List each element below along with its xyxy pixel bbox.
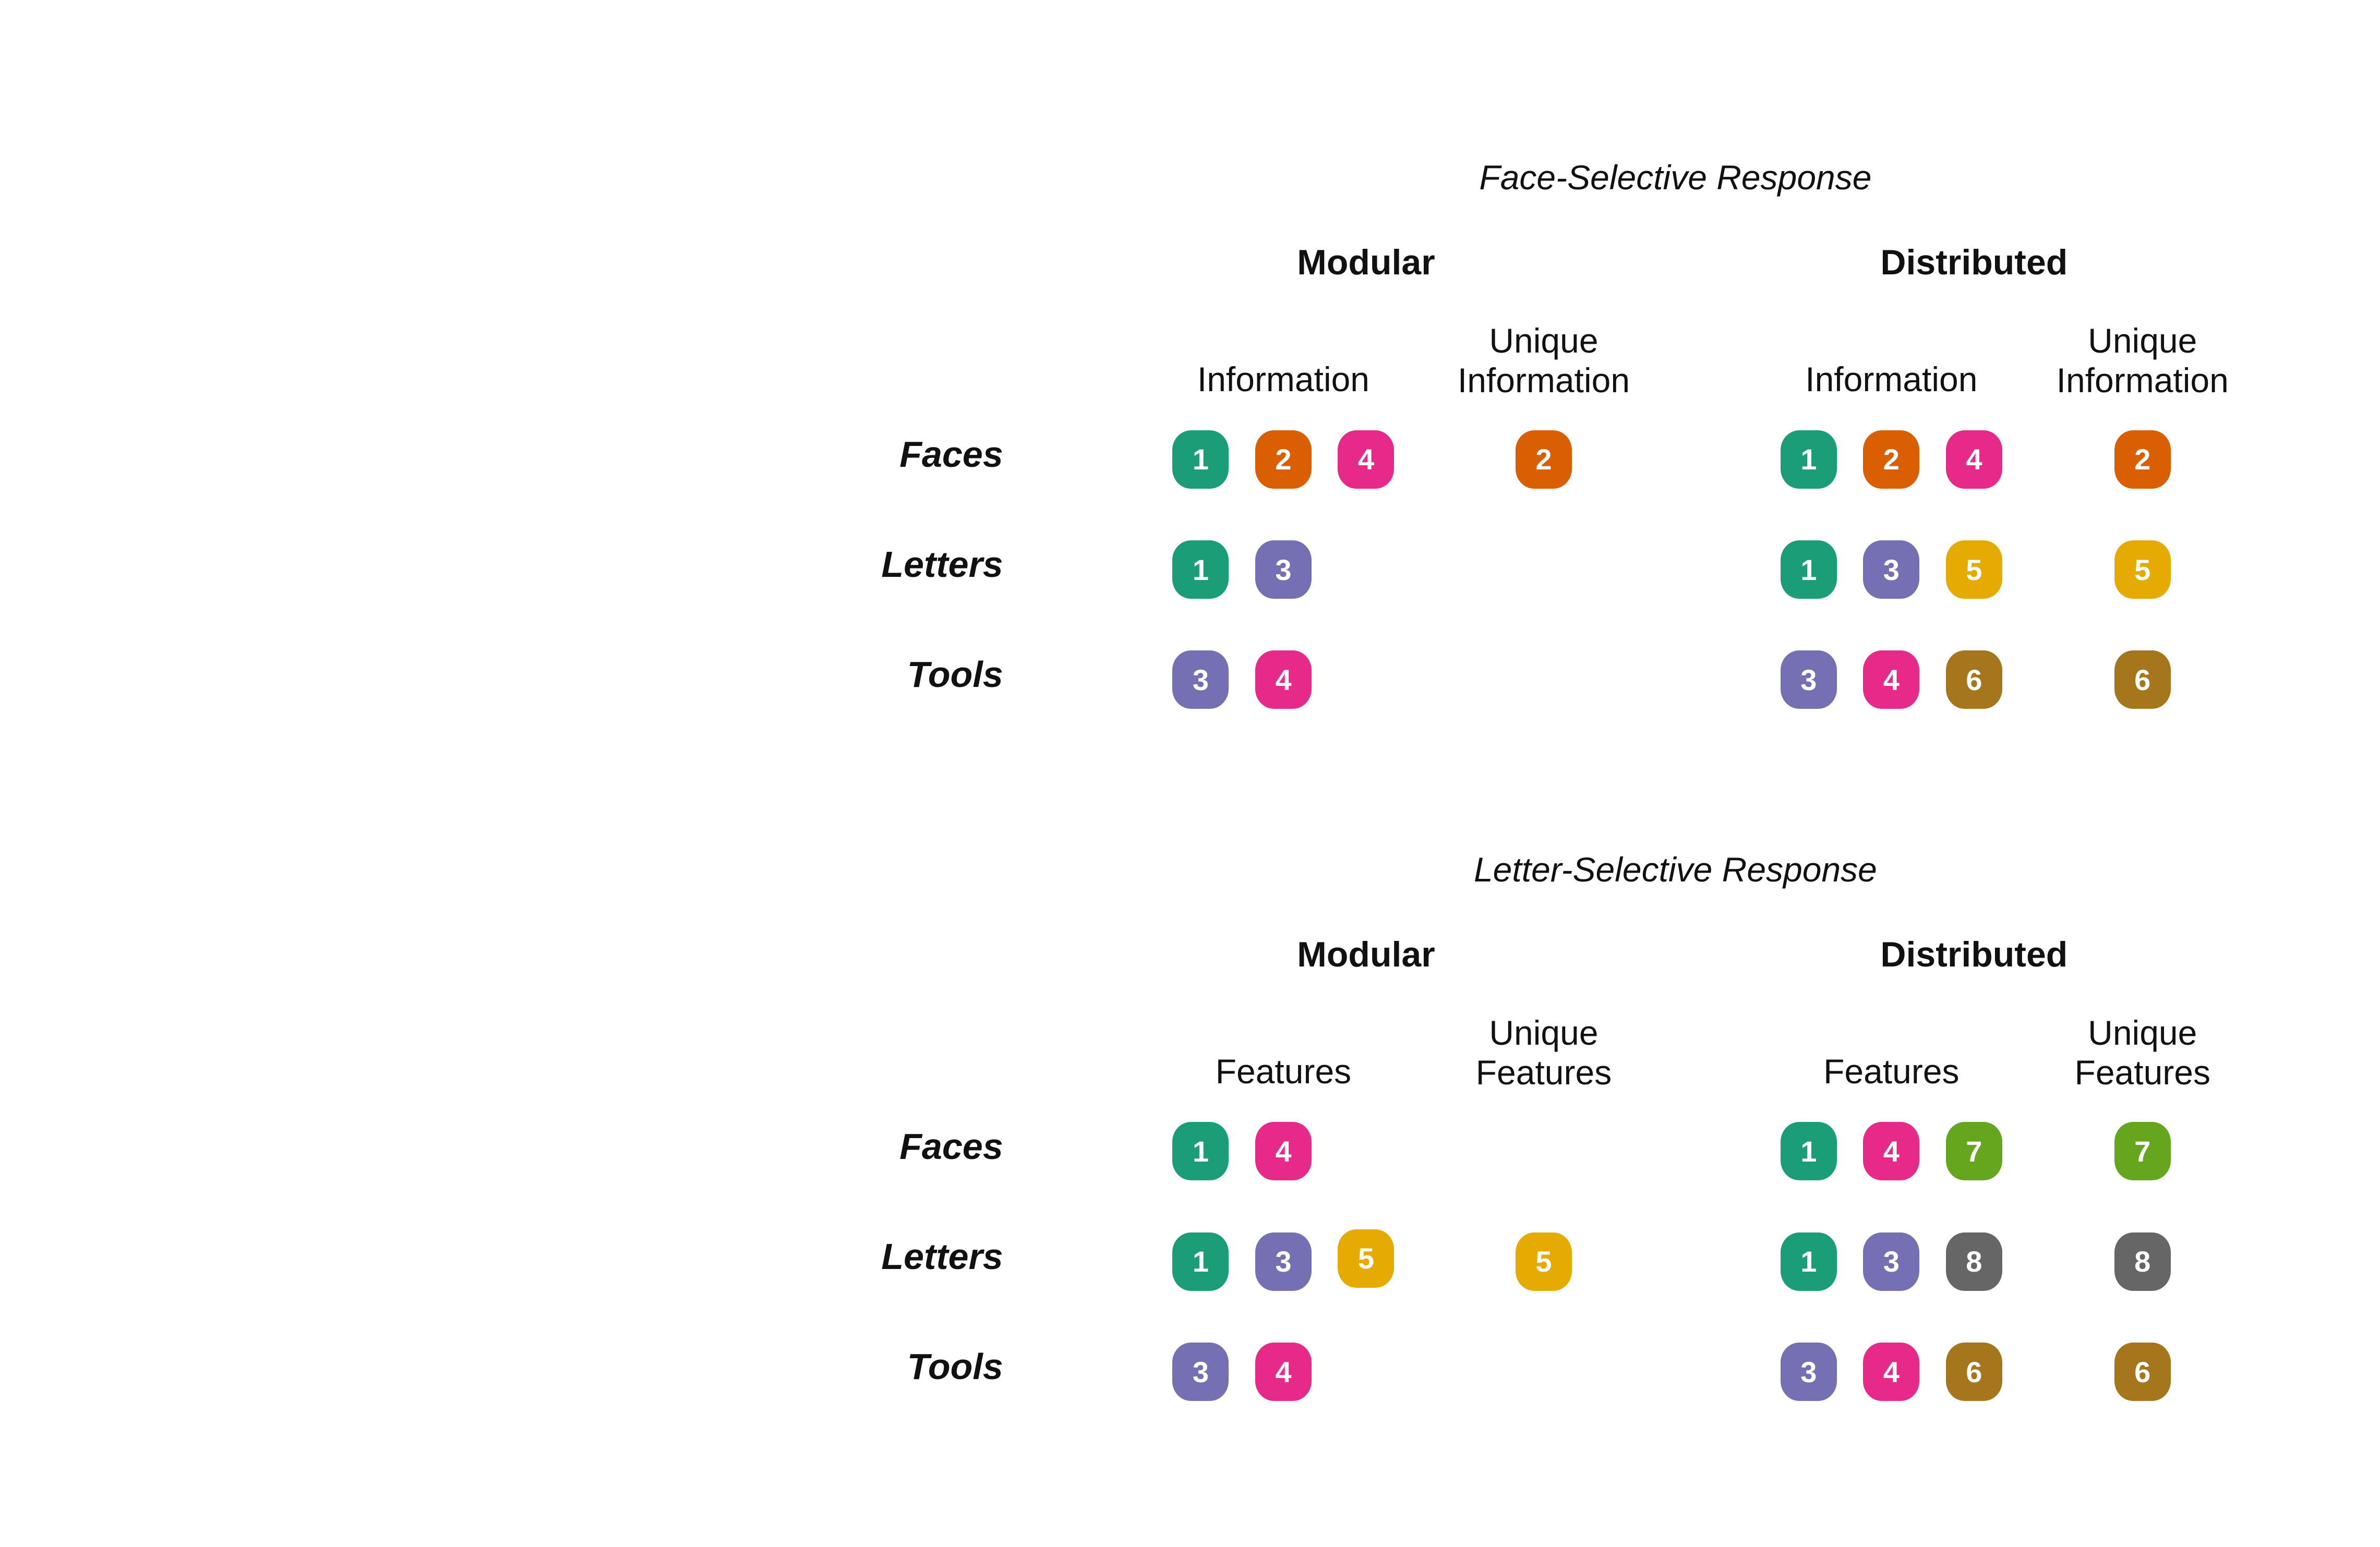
feature-badge: 3 — [1863, 540, 1920, 599]
column-header-main: Features — [1823, 1052, 1960, 1091]
column-header-unique: Unique Features — [1475, 1013, 1612, 1092]
column-header-unique: Unique Information — [1457, 321, 1630, 400]
column-header-main: Information — [1197, 359, 1370, 398]
feature-badge: 3 — [1780, 1343, 1837, 1401]
feature-badge: 3 — [1255, 1232, 1312, 1291]
feature-badge: 5 — [1338, 1229, 1395, 1288]
row-label-letters: Letters — [881, 1236, 1003, 1277]
feature-badge: 3 — [1255, 540, 1312, 599]
feature-badge: 3 — [1780, 650, 1837, 709]
feature-badge: 1 — [1780, 1122, 1837, 1181]
feature-badge: 1 — [1780, 1232, 1837, 1291]
unique-badge: 6 — [2114, 1343, 2171, 1401]
unique-badge: 6 — [2114, 650, 2171, 709]
feature-badge: 6 — [1945, 650, 2002, 709]
feature-badge: 8 — [1945, 1232, 2002, 1291]
feature-badge: 6 — [1945, 1343, 2002, 1401]
unique-badge: 2 — [2114, 430, 2171, 489]
feature-badge: 1 — [1172, 1232, 1229, 1291]
model-title: Distributed — [1880, 934, 2068, 974]
row-label-faces: Faces — [899, 433, 1003, 475]
model-title: Distributed — [1880, 242, 2068, 282]
feature-badge: 7 — [1945, 1122, 2002, 1181]
feature-badge: 4 — [1863, 1122, 1920, 1181]
feature-badge: 5 — [1945, 540, 2002, 599]
column-header-unique: Unique Features — [2074, 1013, 2210, 1092]
panel-title: Letter-Selective Response — [1473, 850, 1877, 889]
column-header-unique: Unique Information — [2056, 321, 2229, 400]
column-header-main: Features — [1215, 1052, 1352, 1091]
panel-title: Face-Selective Response — [1479, 158, 1872, 197]
row-label-faces: Faces — [899, 1126, 1003, 1167]
unique-badge: 5 — [1515, 1232, 1572, 1291]
feature-badge: 3 — [1172, 1343, 1229, 1401]
model-title: Modular — [1297, 242, 1435, 282]
feature-badge: 1 — [1172, 430, 1229, 489]
unique-badge: 5 — [2114, 540, 2171, 599]
feature-badge: 4 — [1338, 430, 1395, 489]
column-header-main: Information — [1805, 359, 1978, 398]
feature-badge: 4 — [1255, 1122, 1312, 1181]
feature-badge: 1 — [1172, 540, 1229, 599]
feature-badge: 4 — [1863, 1343, 1920, 1401]
row-label-letters: Letters — [881, 544, 1003, 585]
feature-badge: 1 — [1780, 540, 1837, 599]
feature-badge: 4 — [1255, 1343, 1312, 1401]
unique-badge: 2 — [1515, 430, 1572, 489]
feature-badge: 4 — [1945, 430, 2002, 489]
row-label-tools: Tools — [907, 654, 1003, 695]
row-label-tools: Tools — [907, 1346, 1003, 1387]
unique-badge: 8 — [2114, 1232, 2171, 1291]
feature-badge: 1 — [1780, 430, 1837, 489]
feature-badge: 4 — [1863, 650, 1920, 709]
unique-badge: 7 — [2114, 1122, 2171, 1181]
model-title: Modular — [1297, 934, 1435, 974]
feature-badge: 3 — [1863, 1232, 1920, 1291]
feature-badge: 4 — [1255, 650, 1312, 709]
feature-badge: 2 — [1863, 430, 1920, 489]
feature-badge: 2 — [1255, 430, 1312, 489]
feature-badge: 3 — [1172, 650, 1229, 709]
feature-badge: 1 — [1172, 1122, 1229, 1181]
